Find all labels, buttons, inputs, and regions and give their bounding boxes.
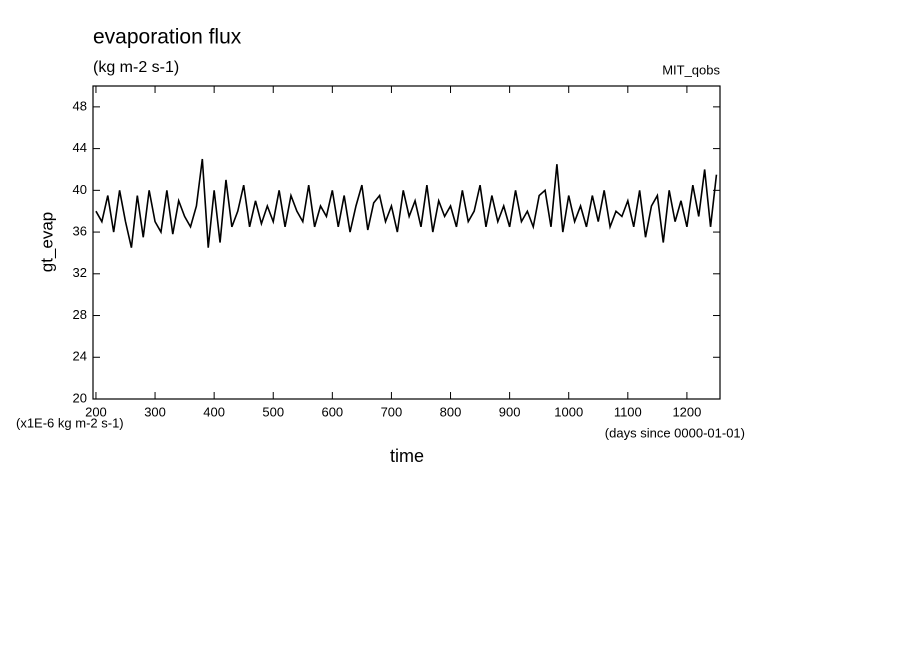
dataset-label: MIT_qobs xyxy=(662,62,720,77)
x-tick-label: 1200 xyxy=(672,404,701,419)
y-tick-label: 28 xyxy=(73,307,87,322)
chart-title: evaporation flux xyxy=(93,26,242,49)
x-tick-label: 500 xyxy=(262,404,284,419)
y-tick-label: 40 xyxy=(73,182,87,197)
chart-subtitle: (kg m-2 s-1) xyxy=(93,59,179,76)
plot-frame xyxy=(92,85,721,400)
y-units: (x1E-6 kg m-2 s-1) xyxy=(16,415,124,430)
y-tick-label: 20 xyxy=(73,390,87,405)
x-tick-label: 700 xyxy=(381,404,403,419)
x-axis-label: time xyxy=(390,446,424,466)
x-tick-label: 200 xyxy=(85,404,107,419)
y-tick-label: 44 xyxy=(73,140,87,155)
x-tick-label: 800 xyxy=(440,404,462,419)
y-tick-label: 24 xyxy=(73,349,87,364)
data-line xyxy=(95,158,718,248)
y-tick-label: 36 xyxy=(73,224,87,239)
x-tick-label: 400 xyxy=(203,404,225,419)
x-tick-label: 300 xyxy=(144,404,166,419)
y-axis-label: gt_evap xyxy=(37,212,56,273)
y-tick-label: 48 xyxy=(73,98,87,113)
x-tick-label: 1100 xyxy=(614,404,642,419)
y-tick-label: 32 xyxy=(73,265,87,280)
x-tick-label: 1000 xyxy=(554,404,583,419)
x-units: (days since 0000-01-01) xyxy=(605,425,745,440)
x-tick-label: 900 xyxy=(499,404,521,419)
x-tick-label: 600 xyxy=(321,404,343,419)
